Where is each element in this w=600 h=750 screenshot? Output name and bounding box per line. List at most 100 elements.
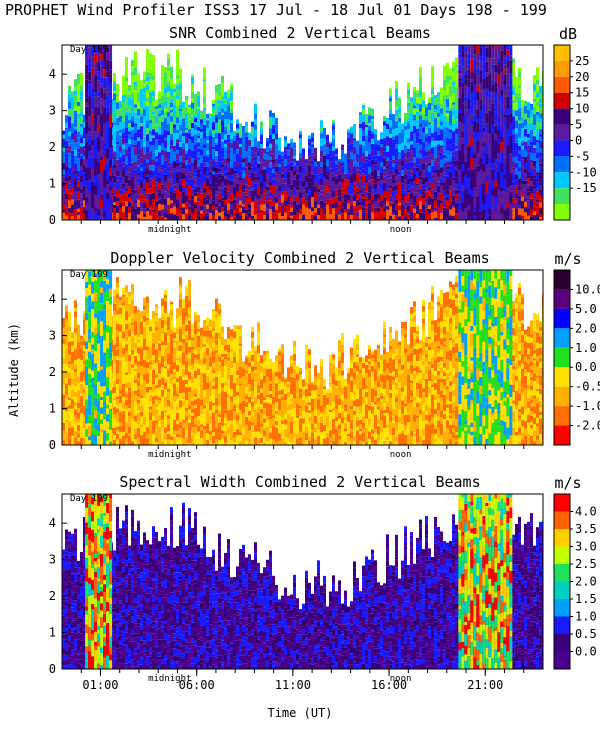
colorbar-label: -1.0 — [575, 399, 600, 413]
colorbar-cell — [554, 270, 570, 290]
y-tick-label: 1 — [49, 177, 56, 191]
marker-midnight: midnight — [148, 225, 191, 235]
day-label: Day 199 — [70, 45, 108, 55]
colorbar-label: 5 — [575, 118, 582, 132]
colorbar-label: 3.0 — [575, 540, 597, 554]
y-tick-label: 3 — [49, 329, 56, 343]
x-tick-label: 01:00 — [82, 678, 118, 692]
colorbar-cell — [554, 347, 570, 368]
day-label: Day 199 — [70, 494, 108, 504]
colorbar-cell — [554, 76, 570, 93]
y-tick-label: 4 — [49, 292, 56, 306]
colorbar-label: -0.5 — [575, 380, 600, 394]
colorbar-cell — [554, 60, 570, 77]
colorbar-cell — [554, 564, 570, 582]
panel-2: Doppler Velocity Combined 2 Vertical Bea… — [49, 249, 600, 460]
panel-title: SNR Combined 2 Vertical Beams — [169, 24, 431, 42]
colorbar-label: 5.0 — [575, 302, 597, 316]
colorbar-label: 1.0 — [575, 341, 597, 355]
y-tick-label: 0 — [49, 438, 56, 452]
colorbar-unit: m/s — [554, 474, 581, 492]
x-tick-label: 11:00 — [275, 678, 311, 692]
y-tick-label: 1 — [49, 626, 56, 640]
colorbar-label: -5 — [575, 149, 589, 163]
y-tick-label: 4 — [49, 516, 56, 530]
y-tick-label: 3 — [49, 553, 56, 567]
colorbar-cell — [554, 651, 570, 669]
x-tick-label: 21:00 — [467, 678, 503, 692]
marker-noon: noon — [390, 674, 412, 684]
y-axis-label: Altitude (km) — [7, 323, 21, 417]
colorbar-cell — [554, 425, 570, 445]
plot-frame — [61, 493, 544, 670]
y-tick-label: 4 — [49, 67, 56, 81]
colorbar-label: 0.0 — [575, 360, 597, 374]
plot-frame — [61, 44, 544, 221]
colorbar-cell — [554, 140, 570, 157]
day-label: Day 199 — [70, 270, 108, 280]
marker-midnight: midnight — [148, 450, 191, 460]
y-tick-label: 1 — [49, 402, 56, 416]
heatmap — [62, 494, 543, 669]
colorbar-label: -10 — [575, 165, 597, 179]
colorbar-unit: m/s — [554, 250, 581, 268]
y-tick-label: 2 — [49, 589, 56, 603]
x-tick-label: 06:00 — [179, 678, 215, 692]
colorbar-label: 25 — [575, 54, 589, 68]
colorbar-cell — [554, 511, 570, 529]
plot-frame — [61, 269, 544, 446]
colorbar-label: 15 — [575, 86, 589, 100]
colorbar-cell — [554, 599, 570, 617]
colorbar-label: 2.0 — [575, 575, 597, 589]
y-tick-label: 0 — [49, 213, 56, 227]
colorbar-label: 1.5 — [575, 592, 597, 606]
y-tick-label: 2 — [49, 140, 56, 154]
panel-title: Spectral Width Combined 2 Vertical Beams — [119, 473, 480, 491]
colorbar-label: 3.5 — [575, 522, 597, 536]
colorbar-cell — [554, 289, 570, 309]
colorbar-unit: dB — [559, 25, 577, 43]
colorbar-cell — [554, 386, 570, 407]
y-tick-label: 0 — [49, 662, 56, 676]
y-tick-label: 3 — [49, 104, 56, 118]
colorbar-cell — [554, 124, 570, 141]
colorbar-cell — [554, 328, 570, 348]
colorbar-cell — [554, 188, 570, 205]
panel-1: SNR Combined 2 Vertical Beams dB Day 199 0 1… — [49, 24, 597, 235]
colorbar-cell — [554, 45, 570, 61]
colorbar-cell — [554, 406, 570, 426]
colorbar-label: 4.0 — [575, 505, 597, 519]
colorbar-cell — [554, 108, 570, 125]
colorbar-label: 1.0 — [575, 610, 597, 624]
colorbar-cell — [554, 634, 570, 652]
x-tick-label: 16:00 — [371, 678, 407, 692]
colorbar-cell — [554, 92, 570, 109]
colorbar-cell — [554, 546, 570, 564]
colorbar-label: 20 — [575, 70, 589, 84]
colorbar-label: 0 — [575, 133, 582, 147]
colorbar-cell — [554, 204, 570, 220]
colorbar-cell — [554, 172, 570, 189]
heatmap — [62, 45, 543, 220]
colorbar-label: 10.0 — [575, 282, 600, 296]
y-tick-label: 2 — [49, 365, 56, 379]
colorbar-cell — [554, 616, 570, 634]
colorbar-label: 10 — [575, 102, 589, 116]
colorbar-label: -2.0 — [575, 419, 600, 433]
x-axis-label: Time (UT) — [267, 706, 332, 720]
colorbar-label: 0.0 — [575, 645, 597, 659]
panel-title: Doppler Velocity Combined 2 Vertical Bea… — [110, 249, 489, 267]
panel-3: Spectral Width Combined 2 Vertical Beams… — [49, 473, 597, 684]
colorbar-label: 0.5 — [575, 627, 597, 641]
marker-noon: noon — [390, 225, 412, 235]
colorbar-cell — [554, 156, 570, 173]
colorbar-label: 2.5 — [575, 557, 597, 571]
colorbar-cell — [554, 581, 570, 599]
colorbar-cell — [554, 308, 570, 329]
colorbar-cell — [554, 367, 570, 387]
colorbar-cell — [554, 494, 570, 512]
colorbar-cell — [554, 529, 570, 547]
marker-midnight: midnight — [148, 674, 191, 684]
